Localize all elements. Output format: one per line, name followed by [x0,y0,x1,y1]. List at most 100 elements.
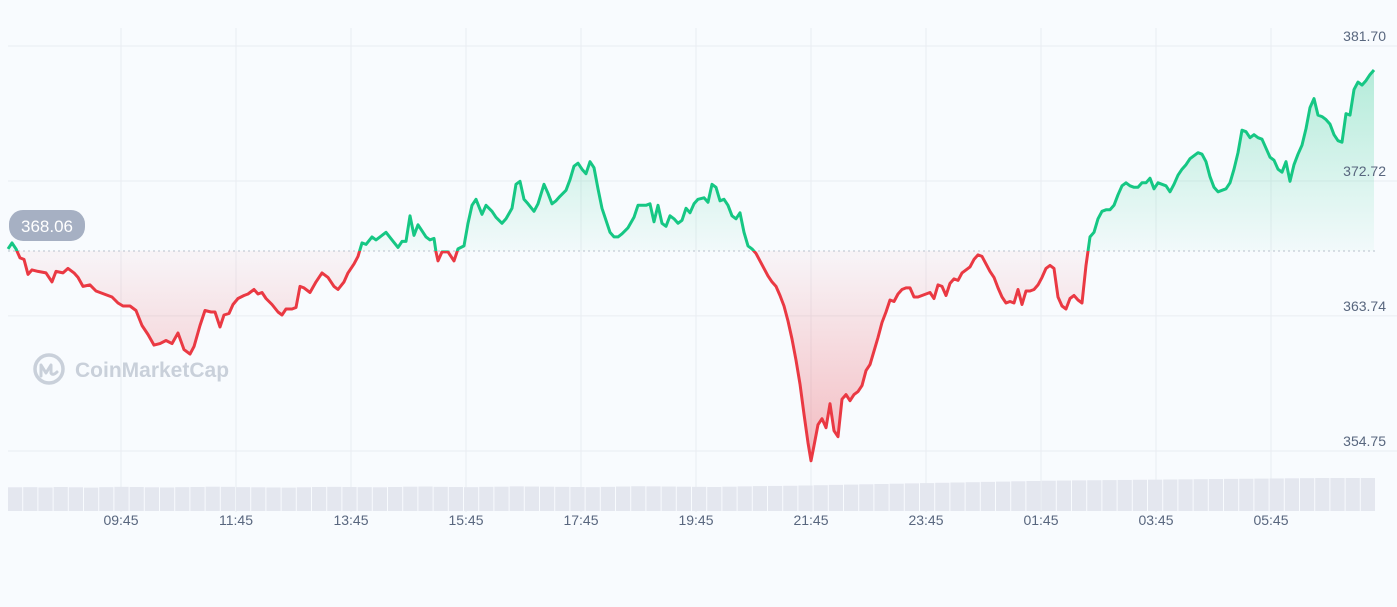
volume-bar [220,486,235,511]
volume-bar [403,486,418,511]
volume-bar [433,486,448,511]
volume-bar [585,487,600,511]
volume-bars [8,478,1375,511]
volume-bar [813,485,828,511]
volume-bar [722,486,737,511]
volume-bar [676,486,691,511]
y-tick-label: 363.74 [1343,298,1386,314]
area-fill-below-reference [8,250,1374,461]
volume-bar [8,487,23,511]
volume-bar [464,487,479,511]
x-axis: 09:45 11:45 13:45 15:45 17:45 19:45 21:45 23:45… [103,512,1288,528]
volume-bar [1178,479,1193,511]
volume-bar [965,482,980,511]
x-tick-label: 19:45 [678,512,713,528]
volume-bar [844,484,859,511]
volume-bar [1284,478,1299,511]
volume-bar [1117,479,1132,511]
volume-bar [1193,479,1208,511]
volume-bar [372,487,387,511]
x-tick-label: 17:45 [563,512,598,528]
volume-bar [1041,480,1056,511]
volume-bar [1269,478,1284,511]
volume-bar [661,486,676,511]
volume-bar [281,487,296,511]
watermark-label: CoinMarketCap [75,359,229,382]
volume-bar [935,482,950,511]
volume-bar [99,487,114,511]
x-tick-label: 15:45 [448,512,483,528]
volume-bar [357,487,372,511]
volume-bar [1224,478,1239,511]
x-tick-label: 11:45 [219,512,253,528]
volume-bar [1254,478,1269,511]
volume-bar [114,486,129,511]
volume-bar [646,486,661,511]
volume-bar [342,487,357,511]
volume-bar [570,487,585,511]
volume-bar [129,487,144,511]
volume-bar [707,487,722,511]
volume-bar [479,486,494,511]
volume-bar [388,487,403,511]
volume-bar [84,487,99,511]
reference-value-badge: 368.06 [9,209,85,241]
area-fill-above-reference [8,70,1374,251]
volume-bar [160,487,175,511]
volume-bar [1239,478,1254,511]
volume-bar [950,482,965,511]
x-tick-label: 21:45 [793,512,828,528]
volume-bar [205,486,220,511]
volume-bar [1132,479,1147,511]
volume-bar [23,487,38,511]
volume-bar [616,486,631,511]
volume-bar [1208,479,1223,511]
volume-bar [1300,478,1315,511]
volume-bar [327,486,342,511]
volume-bar [494,486,509,511]
y-tick-label: 372.72 [1343,163,1386,179]
volume-bar [418,486,433,511]
volume-bar [540,486,555,511]
volume-bar [859,484,874,511]
volume-bar [144,487,159,511]
volume-bar [600,486,615,511]
volume-bar [38,487,53,511]
volume-bar [312,487,327,511]
volume-bar [889,483,904,511]
x-tick-label: 03:45 [1138,512,1173,528]
volume-bar [783,485,798,511]
volume-bar [996,481,1011,511]
volume-bar [190,487,205,511]
volume-bar [1360,478,1375,511]
volume-bar [874,484,889,511]
volume-bar [1102,480,1117,511]
y-axis: 381.70 372.72 363.74 354.75 [1343,28,1386,449]
coinmarketcap-logo-icon [33,353,65,385]
volume-bar [631,486,646,511]
x-tick-label: 01:45 [1023,512,1058,528]
volume-bar [236,487,251,511]
x-tick-label: 13:45 [333,512,368,528]
x-tick-label: 09:45 [103,512,138,528]
volume-bar [509,486,524,511]
volume-bar [737,486,752,511]
x-tick-label: 23:45 [908,512,943,528]
volume-bar [798,485,813,511]
y-tick-label: 381.70 [1343,28,1386,44]
volume-bar [1330,478,1345,511]
volume-bar [768,485,783,511]
volume-bar [1148,479,1163,511]
y-tick-label: 354.75 [1343,433,1386,449]
volume-bar [524,486,539,511]
volume-bar [296,487,311,511]
volume-bar [1072,480,1087,511]
price-line-below-reference [15,250,1090,463]
volume-bar [1315,478,1330,511]
volume-bar [1026,481,1041,511]
volume-bar [53,487,68,511]
volume-bar [68,487,83,511]
coinmarketcap-watermark: CoinMarketCap [33,353,229,385]
volume-bar [920,483,935,511]
